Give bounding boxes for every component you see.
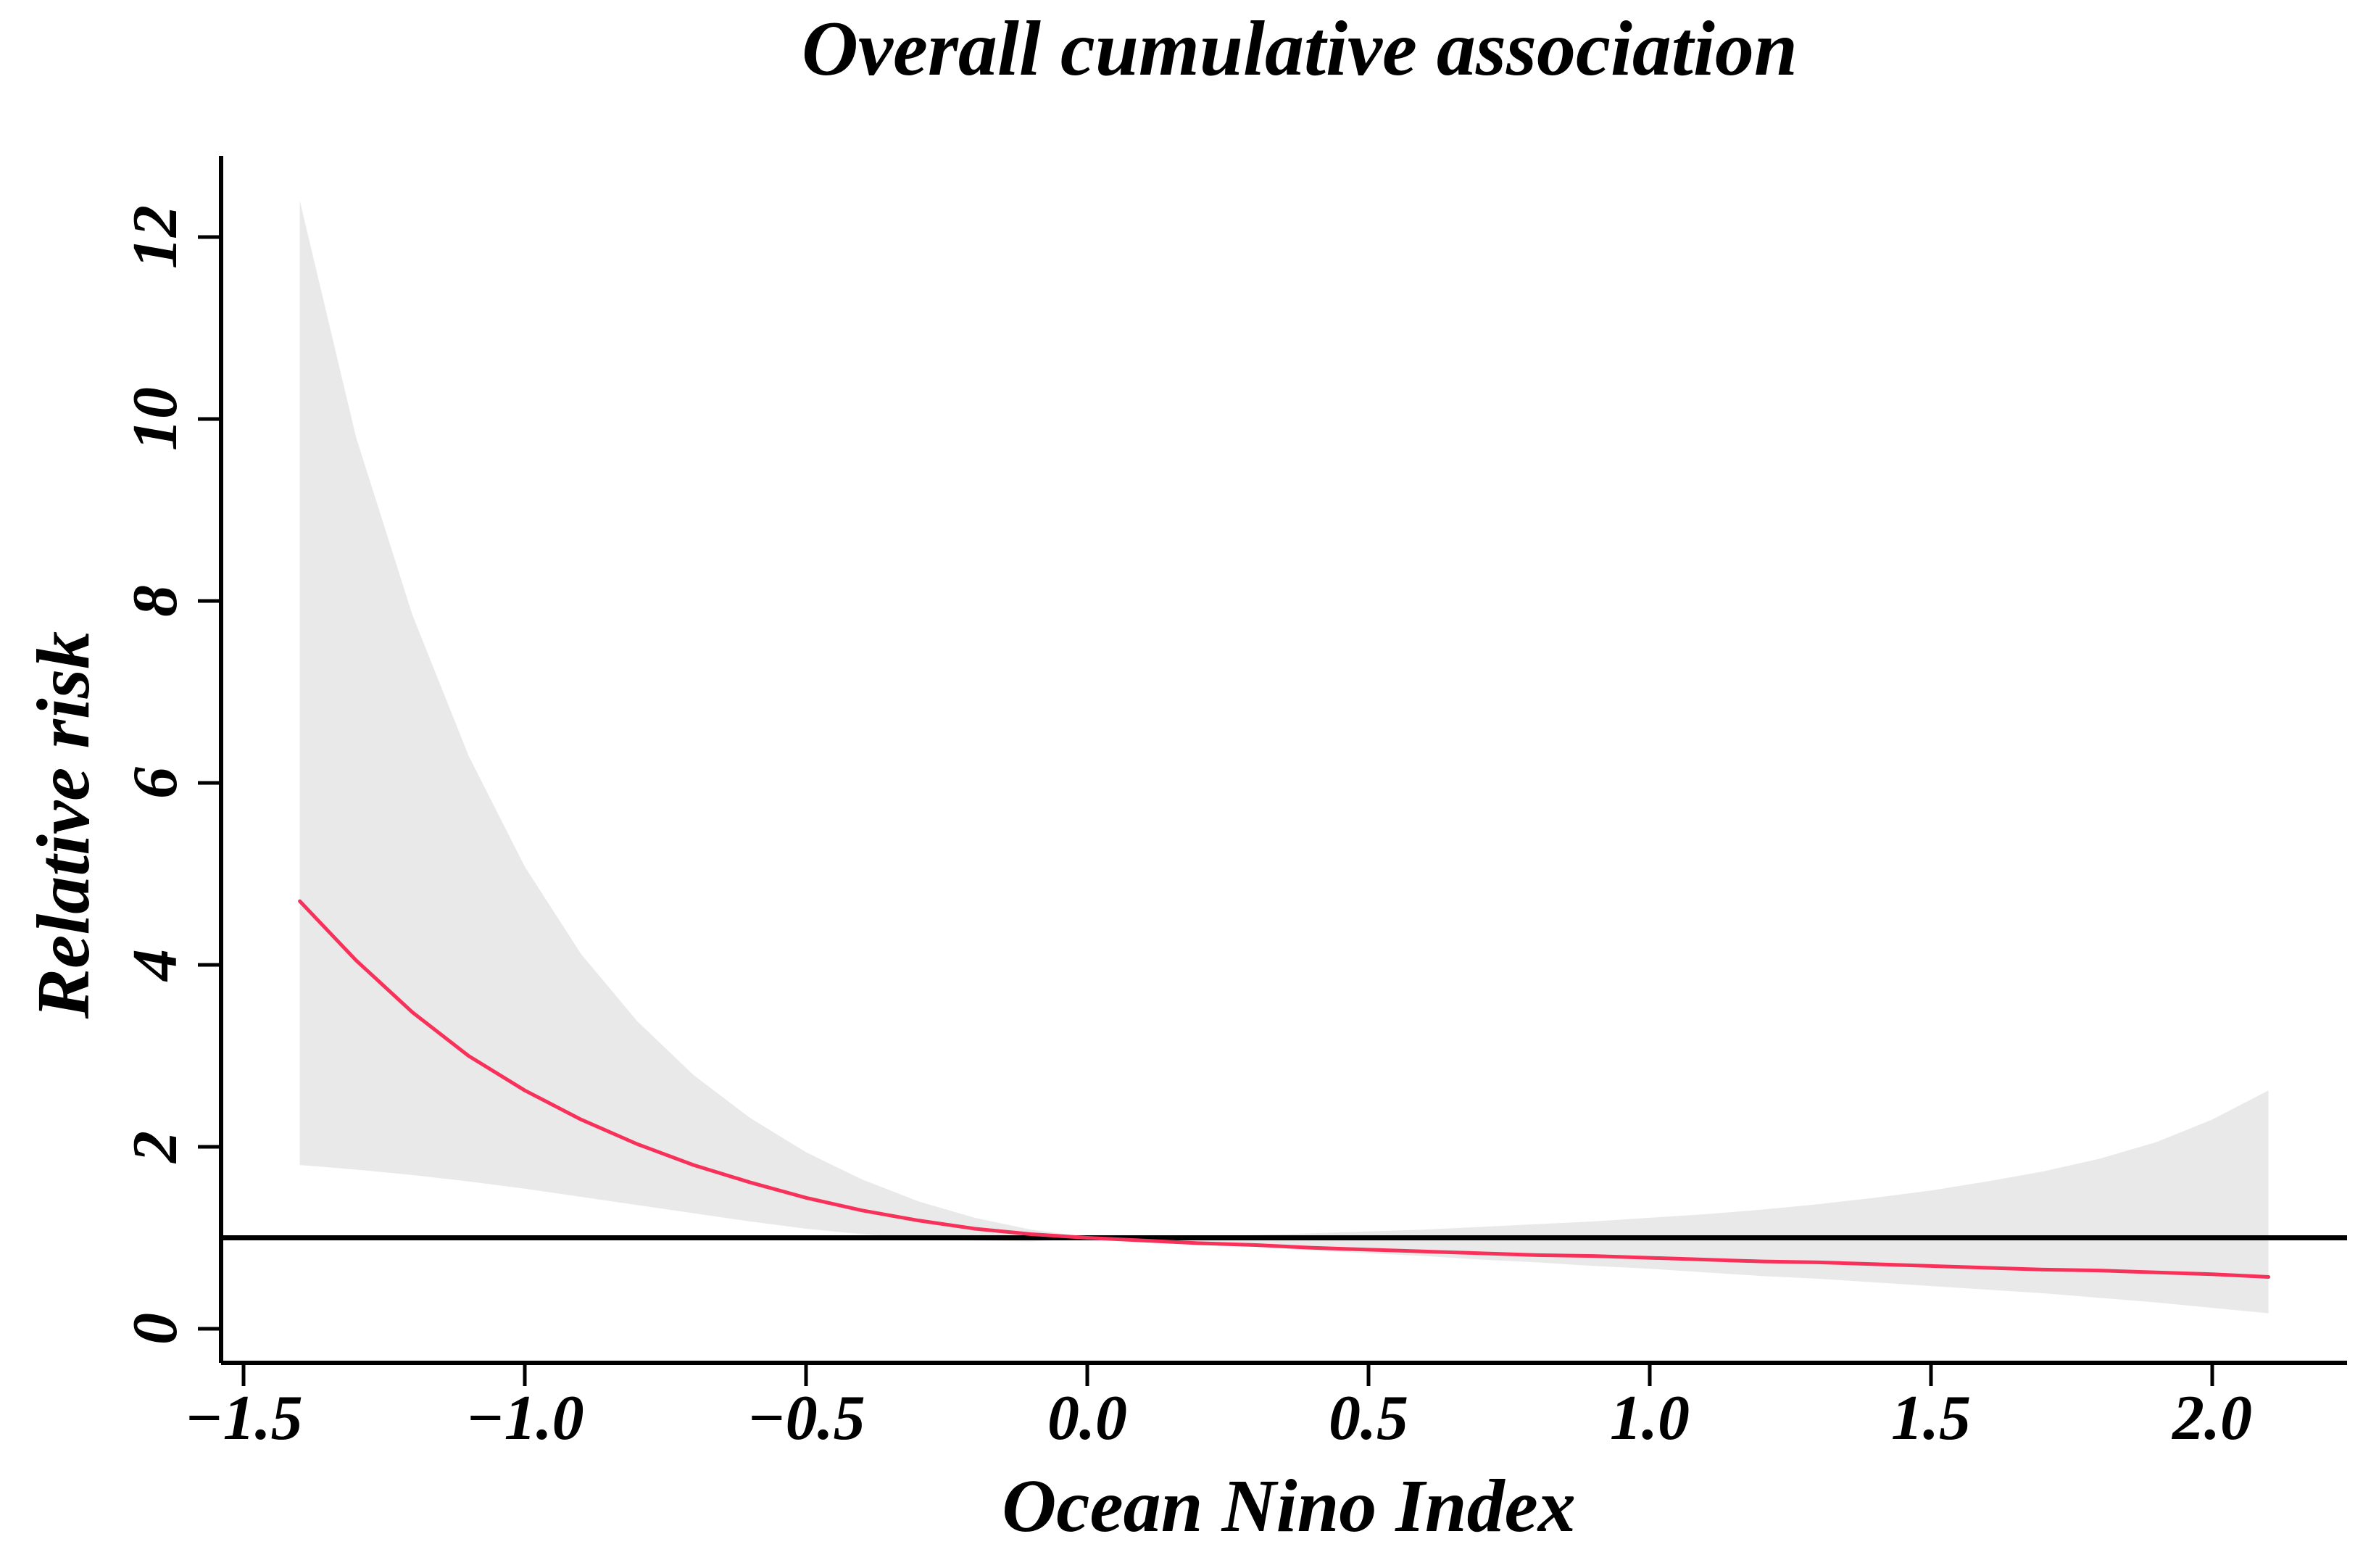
x-tick-label: 2.0 [2171,1383,2252,1453]
y-tick-label: 10 [120,387,191,451]
x-tick-label: 1.0 [1610,1383,1690,1453]
y-tick-label: 6 [120,767,191,799]
x-tick-label: −1.0 [465,1383,584,1453]
plot-area: −1.5 −1.0 −0.5 0.0 0.5 1.0 1.5 2.0 0 2 4 6 8 10 12 [120,156,2347,1453]
y-tick-label: 0 [120,1313,191,1345]
confidence-band [299,200,2269,1314]
x-tick-label: −1.5 [184,1383,302,1453]
chart-title: Overall cumulative association [802,6,1798,92]
y-axis-title: Relative risk [22,631,105,1019]
y-tick-label: 8 [120,585,191,617]
y-tick-label: 2 [120,1131,191,1164]
x-tick-label: 0.5 [1329,1383,1408,1453]
x-axis-title: Ocean Nino Index [1002,1464,1576,1548]
y-tick-label: 12 [120,205,191,269]
risk-curve [298,899,2271,1279]
y-tick-label: 4 [120,949,191,982]
x-tick-label: 1.5 [1891,1383,1971,1453]
x-tick-label: 0.0 [1047,1383,1127,1453]
x-tick-label: −0.5 [747,1383,865,1453]
